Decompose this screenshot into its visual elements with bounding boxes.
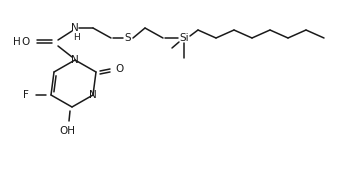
Text: Si: Si	[179, 33, 189, 43]
Text: H: H	[73, 32, 79, 42]
Text: F: F	[23, 90, 29, 100]
Text: N: N	[89, 90, 97, 100]
Text: N: N	[71, 55, 79, 65]
Text: S: S	[125, 33, 131, 43]
Text: O: O	[21, 37, 29, 47]
Text: O: O	[115, 64, 123, 74]
Text: OH: OH	[59, 126, 75, 136]
Text: H: H	[13, 37, 21, 47]
Text: N: N	[71, 23, 79, 33]
